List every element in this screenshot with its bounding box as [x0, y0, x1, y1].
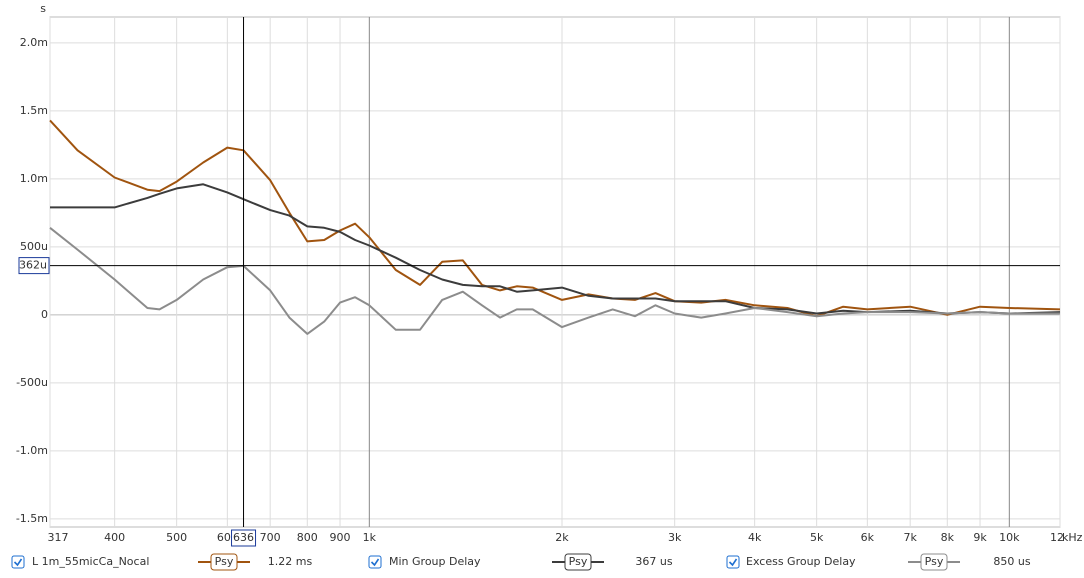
- legend-check: [370, 558, 380, 567]
- x-tick-label: 8k: [941, 531, 955, 544]
- legend-button[interactable]: [210, 553, 238, 571]
- x-tick-label: 900: [330, 531, 351, 544]
- legend-button-label: Psy: [925, 555, 944, 568]
- x-tick-label: 10k: [999, 531, 1020, 544]
- legend-checkbox[interactable]: [11, 555, 25, 569]
- y-tick-label: 0: [41, 308, 48, 321]
- x-tick-label: 6k: [861, 531, 875, 544]
- legend-check: [728, 558, 738, 567]
- legend-check: [13, 558, 23, 567]
- cursor-x-box: [231, 529, 257, 547]
- legend-checkbox[interactable]: [726, 555, 740, 569]
- y-tick-label: -1.0m: [16, 444, 48, 457]
- x-tick-label: 7k: [903, 531, 917, 544]
- x-tick-label: 1k: [363, 531, 377, 544]
- legend-checkbox[interactable]: [368, 555, 382, 569]
- x-tick-label: 2k: [555, 531, 569, 544]
- x-tick-label: 500: [166, 531, 187, 544]
- x-tick-label: 400: [104, 531, 125, 544]
- legend-label[interactable]: Excess Group Delay: [746, 555, 856, 568]
- y-unit: s: [40, 2, 46, 15]
- legend-value: 850 us: [993, 555, 1030, 568]
- legend-value: 367 us: [635, 555, 672, 568]
- legend-button[interactable]: [920, 553, 948, 571]
- x-tick-label: 4k: [748, 531, 762, 544]
- series-line: [50, 183, 1061, 315]
- x-unit: kHz: [1062, 531, 1083, 544]
- y-tick-label: -500u: [16, 376, 48, 389]
- y-tick-label: 1.0m: [20, 172, 48, 185]
- y-tick-label: 1.5m: [20, 104, 48, 117]
- legend-label[interactable]: L 1m_55micCa_Nocal: [32, 555, 149, 568]
- x-tick-label: 12: [1050, 531, 1064, 544]
- legend-value: 1.22 ms: [268, 555, 313, 568]
- legend-button-label: Psy: [569, 555, 588, 568]
- y-tick-label: 500u: [20, 240, 48, 253]
- cursor-y-label: 362u: [19, 259, 47, 272]
- series-line: [49, 227, 1060, 335]
- cursor-y-box: [18, 257, 50, 275]
- x-tick-label: 3k: [668, 531, 682, 544]
- y-tick-label: -1.5m: [16, 512, 48, 525]
- x-tick-label: 317: [48, 531, 69, 544]
- series-line: [49, 119, 1061, 318]
- x-tick-label: 800: [297, 531, 318, 544]
- legend-button-label: Psy: [215, 555, 234, 568]
- x-tick-label: 9k: [973, 531, 987, 544]
- legend-button[interactable]: [564, 553, 592, 571]
- y-tick-label: 2.0m: [20, 36, 48, 49]
- x-tick-label: 700: [260, 531, 281, 544]
- x-tick-label: 5k: [810, 531, 824, 544]
- cursor-x-label: 636: [233, 531, 254, 544]
- legend-label[interactable]: Min Group Delay: [389, 555, 481, 568]
